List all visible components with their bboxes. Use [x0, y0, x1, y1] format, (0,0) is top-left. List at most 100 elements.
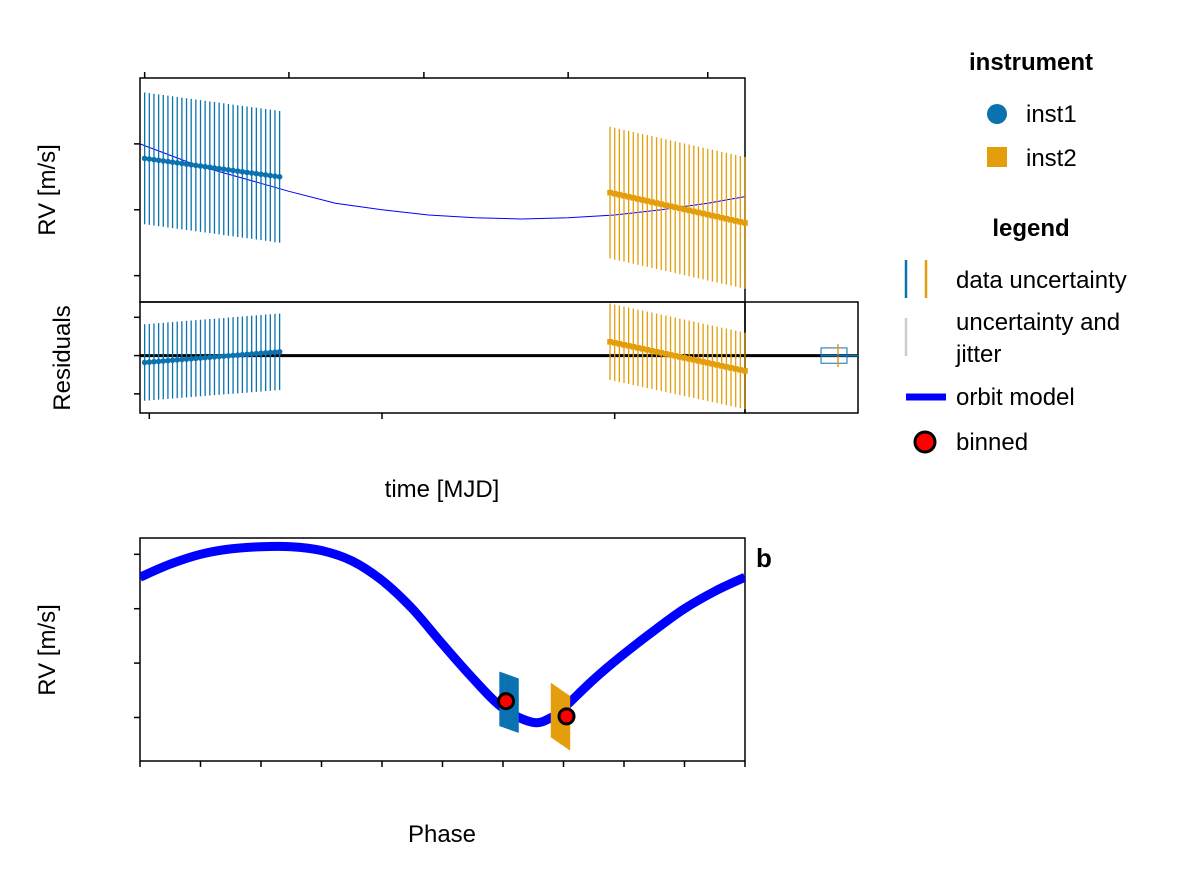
inst2-residual-point [728, 365, 734, 371]
inst1-point [174, 160, 181, 166]
inst2-point [691, 208, 697, 215]
inst1-point [211, 165, 218, 171]
rv-data-points [141, 92, 748, 289]
inst2-point [700, 210, 706, 217]
inst1-residual-point [207, 354, 213, 361]
inst1-point [272, 173, 278, 179]
inst1-point [216, 165, 222, 172]
inst1-residual-point [193, 355, 199, 362]
inst2-residual-point [732, 366, 739, 372]
inst2-residual-point [649, 348, 655, 354]
legend-binned-marker [913, 430, 937, 454]
inst2-point [718, 214, 725, 221]
inst1-point [220, 166, 227, 172]
inst2-point [686, 207, 692, 214]
inst2-point [653, 200, 660, 206]
inst2-residual-point [742, 368, 748, 374]
inst1-residual-point [272, 349, 278, 355]
inst1-point [207, 164, 213, 171]
phase-model-line [140, 541, 745, 728]
inst1-residual-point [179, 356, 185, 363]
inst1-residual-point [239, 351, 246, 358]
inst2-residual-point [635, 345, 641, 351]
inst1-point [230, 167, 236, 174]
legend-legend-title: legend [992, 215, 1069, 242]
inst1-residual-point [146, 359, 153, 365]
legend-inst2-label: inst2 [1026, 145, 1077, 172]
inst1-point [276, 174, 283, 180]
inst2-point [625, 194, 632, 200]
inst2-point [658, 201, 665, 207]
inst2-point [644, 198, 651, 204]
inst2-residual-point [723, 364, 730, 370]
legend-binned-label: binned [956, 429, 1028, 456]
inst2-residual-point [677, 354, 683, 360]
inst2-point [630, 195, 637, 201]
inst1-point [141, 155, 148, 162]
inst1-residual-point [225, 353, 232, 359]
inst1-residual-point [165, 357, 171, 364]
inst2-point [635, 196, 641, 202]
legend-data-uncertainty-label: data uncertainty [956, 267, 1127, 294]
legend-inst1-label: inst1 [1026, 101, 1077, 128]
inst1-point [258, 171, 264, 178]
inst1-point [202, 163, 208, 170]
inst2-residual-point [616, 341, 623, 347]
inst2-residual-point [663, 351, 669, 357]
inst1-residual-point [183, 356, 190, 362]
inst1-residual-point [248, 351, 255, 357]
inst2-residual-point [653, 349, 660, 355]
inst2-residual-point [686, 356, 692, 362]
inst2-residual-point [621, 342, 627, 348]
inst1-residual-point [155, 358, 162, 365]
inst1-residual-point [174, 357, 181, 363]
rv-model-curve [139, 143, 746, 220]
inst1-residual-point [244, 351, 250, 358]
legend-inst2-marker [987, 147, 1007, 167]
inst1-residual-point [141, 359, 148, 366]
inst2-point [728, 217, 734, 223]
inst1-residual-point [234, 352, 241, 358]
residuals-frame [139, 301, 746, 414]
inst1-point [193, 162, 199, 169]
rv-y-axis-ticks [134, 143, 140, 277]
panel-label-b: b [756, 543, 772, 573]
inst2-point [732, 218, 739, 224]
inst2-point [616, 191, 623, 198]
inst1-point [239, 168, 246, 175]
inst1-point [234, 168, 241, 174]
rv-time-frame [139, 77, 746, 303]
inst2-point [681, 206, 688, 213]
phase-x-axis-ticks [139, 761, 746, 767]
inst1-point [267, 172, 274, 179]
rv-model-line [139, 143, 746, 220]
inst2-residual-point [644, 347, 651, 353]
inst2-residual-point [667, 352, 674, 358]
phase-data-points [499, 671, 571, 751]
rv-time-panel: RV [m/s] [34, 72, 748, 303]
inst2-residual-point [700, 359, 706, 365]
inst1-residual-point [160, 358, 167, 364]
inst1-point [165, 158, 171, 165]
binned-point [497, 692, 516, 711]
inst2-point [737, 219, 744, 225]
inst2-residual-point [658, 350, 665, 356]
time-x-axis-label: time [MJD] [385, 476, 500, 503]
inst1-residual-point [151, 358, 157, 365]
phase-model-curve [140, 541, 745, 728]
inst2-point [723, 215, 730, 222]
inst2-point [621, 192, 627, 199]
inst1-point [188, 161, 194, 168]
residuals-histogram-frame [744, 301, 859, 414]
residuals-y-axis-label: Residuals [49, 305, 76, 410]
inst1-point [179, 160, 185, 167]
inst2-point [742, 220, 748, 226]
rv-y-axis-label: RV [m/s] [34, 144, 61, 236]
inst2-point [639, 197, 646, 203]
inst1-residual-point [267, 349, 274, 356]
phase-binned-points [497, 692, 576, 726]
inst1-residual-point [258, 350, 264, 357]
inst2-residual-point [611, 340, 618, 346]
inst2-residual-point [714, 362, 720, 368]
